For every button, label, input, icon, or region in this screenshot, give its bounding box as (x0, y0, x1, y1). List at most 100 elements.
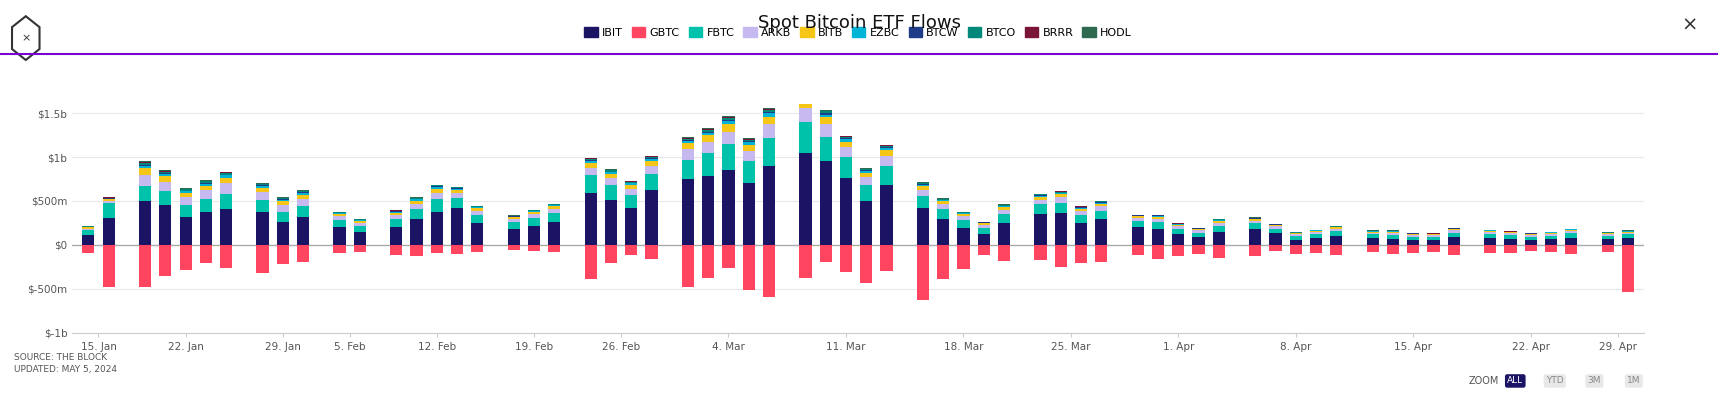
Bar (957, 212, 969, 213)
Bar (722, 121, 735, 124)
Bar (625, 184, 637, 185)
Bar (861, 168, 873, 169)
Bar (471, 245, 483, 252)
Bar (819, 137, 832, 161)
Bar (763, 138, 775, 166)
Bar (1428, 235, 1440, 237)
Bar (1249, 219, 1261, 221)
Bar (471, 206, 483, 207)
Bar (682, 138, 694, 139)
Bar (957, 228, 969, 245)
Bar (605, 174, 617, 178)
Bar (917, 196, 929, 208)
Bar (103, 245, 115, 288)
Bar (1565, 229, 1577, 230)
Bar (1330, 229, 1342, 231)
Bar (742, 142, 754, 145)
Bar (1544, 239, 1557, 245)
Bar (220, 174, 232, 175)
Bar (1544, 245, 1557, 252)
Bar (998, 206, 1010, 207)
Bar (1094, 245, 1108, 261)
Bar (390, 213, 402, 215)
Bar (220, 173, 232, 174)
Bar (1192, 245, 1204, 254)
Bar (1565, 245, 1577, 254)
Bar (527, 245, 539, 251)
Bar (1213, 245, 1225, 258)
Bar (277, 201, 289, 205)
Bar (450, 188, 464, 189)
Text: ×: × (21, 33, 31, 43)
Bar (1270, 233, 1282, 245)
Bar (605, 200, 617, 245)
Bar (799, 96, 811, 99)
Bar (880, 146, 893, 147)
Bar (139, 162, 151, 163)
Bar (277, 200, 289, 201)
Bar (722, 120, 735, 121)
Bar (1448, 231, 1460, 233)
Bar (703, 136, 715, 142)
Bar (1601, 234, 1613, 236)
Bar (1290, 236, 1302, 240)
Bar (354, 232, 366, 245)
Bar (354, 226, 366, 232)
Bar (179, 188, 192, 189)
Bar (1249, 221, 1261, 223)
Bar (819, 117, 832, 124)
Bar (82, 227, 94, 229)
Bar (1132, 217, 1144, 218)
Bar (82, 226, 94, 227)
Bar (548, 213, 560, 222)
Bar (1484, 245, 1496, 253)
Bar (199, 211, 211, 245)
Bar (160, 171, 172, 172)
Bar (880, 166, 893, 185)
Bar (1270, 225, 1282, 227)
Bar (703, 128, 715, 129)
Bar (256, 200, 268, 213)
Bar (277, 222, 289, 245)
Bar (1330, 227, 1342, 229)
Bar (139, 245, 151, 287)
Bar (1151, 216, 1165, 217)
Bar (1309, 234, 1323, 238)
Bar (431, 199, 443, 211)
Bar (799, 91, 811, 92)
Bar (682, 141, 694, 144)
Bar (256, 188, 268, 192)
Bar (199, 181, 211, 183)
Bar (179, 245, 192, 269)
Bar (1034, 214, 1046, 245)
Bar (1172, 245, 1184, 256)
Bar (742, 151, 754, 161)
Bar (256, 186, 268, 188)
Bar (1034, 245, 1046, 260)
Bar (978, 234, 990, 245)
Bar (1366, 234, 1380, 238)
Bar (297, 206, 309, 217)
Text: YTD: YTD (1546, 377, 1563, 385)
Bar (431, 188, 443, 192)
Bar (527, 218, 539, 226)
Bar (297, 245, 309, 261)
Bar (297, 190, 309, 191)
Bar (1484, 231, 1496, 232)
Bar (548, 207, 560, 209)
Bar (957, 213, 969, 214)
Bar (1428, 245, 1440, 252)
Bar (354, 245, 366, 252)
Bar (1192, 233, 1204, 237)
Bar (1249, 223, 1261, 229)
Bar (1055, 192, 1067, 193)
Bar (799, 108, 811, 122)
Bar (584, 245, 596, 279)
Bar (411, 219, 423, 245)
Bar (431, 245, 443, 253)
Bar (880, 156, 893, 166)
Bar (1075, 245, 1087, 263)
Bar (703, 132, 715, 133)
Bar (1094, 219, 1108, 245)
Bar (1448, 237, 1460, 245)
